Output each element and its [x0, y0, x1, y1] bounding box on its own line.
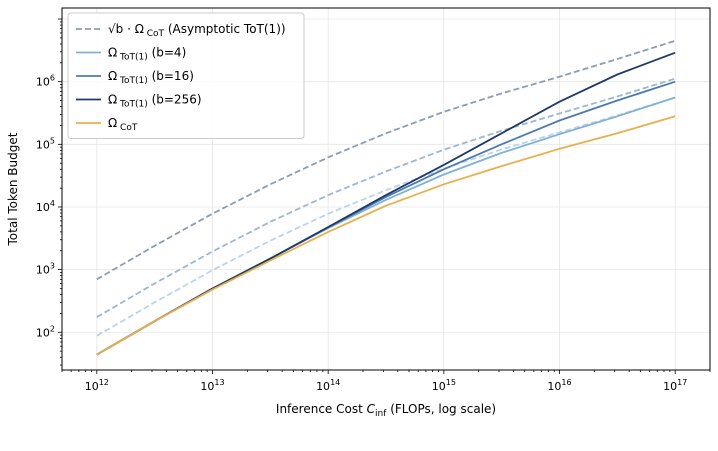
y-tick-exp: 5 [50, 136, 55, 145]
x-tick-exp: 14 [330, 378, 340, 387]
y-tick-base: 10 [36, 201, 50, 214]
x-axis-label-var: C [367, 402, 376, 416]
x-axis-label-suffix: (FLOPs, log scale) [386, 402, 496, 416]
legend-main: Ω [108, 93, 117, 107]
y-axis-label: Total Token Budget [6, 132, 20, 246]
x-tick-label: 1012 [85, 378, 109, 393]
x-tick-label: 1016 [547, 378, 571, 393]
y-tick-exp: 4 [50, 199, 55, 208]
legend-suffix: (Asymptotic ToT(1)) [164, 22, 286, 36]
y-tick-base: 10 [36, 138, 50, 151]
y-tick-label: 103 [36, 262, 55, 277]
y-tick-base: 10 [36, 76, 50, 89]
x-tick-exp: 16 [561, 378, 571, 387]
y-tick-label: 106 [36, 74, 55, 89]
plot-frame [61, 7, 711, 371]
x-tick-label: 1017 [663, 378, 687, 393]
x-axis-label: Inference Cost Cinf (FLOPs, log scale) [276, 402, 496, 419]
x-tick-label: 1013 [200, 378, 224, 393]
legend-sub: ToT(1) [117, 100, 148, 110]
legend-sub: ToT(1) [117, 53, 148, 63]
x-axis-label-sub: inf [375, 409, 387, 419]
legend-entry: Ω ToT(1) (b=16) [108, 69, 194, 86]
y-tick-label: 105 [36, 136, 55, 151]
legend-main: Ω [108, 46, 117, 60]
x-tick-label: 1014 [316, 378, 340, 393]
legend: √b · Ω CoT (Asymptotic ToT(1))Ω ToT(1) (… [67, 12, 305, 139]
legend-main: Ω [135, 22, 144, 36]
legend-main: Ω [108, 116, 117, 130]
y-tick-exp: 6 [50, 74, 55, 83]
legend-suffix: (b=256) [148, 93, 202, 107]
legend-prefix: √b · [108, 22, 135, 36]
x-tick-exp: 12 [99, 378, 109, 387]
y-tick-label: 102 [36, 324, 55, 339]
x-tick-base: 10 [432, 380, 446, 393]
legend-main: Ω [108, 69, 117, 83]
legend-entry: Ω ToT(1) (b=256) [108, 93, 202, 110]
legend-box [67, 12, 305, 139]
x-tick-base: 10 [85, 380, 99, 393]
legend-entry: √b · Ω CoT (Asymptotic ToT(1)) [108, 22, 286, 39]
series-line-1 [96, 77, 676, 318]
x-tick-base: 10 [547, 380, 561, 393]
legend-sub: CoT [117, 123, 138, 133]
legend-suffix: (b=4) [148, 46, 186, 60]
series-line-2 [96, 96, 676, 337]
y-tick-label: 104 [36, 199, 55, 214]
x-axis-label-prefix: Inference Cost [276, 402, 367, 416]
y-tick-exp: 2 [50, 324, 55, 333]
legend-entry: Ω CoT [108, 116, 138, 133]
series-line-0 [96, 39, 676, 281]
legend-suffix: (b=16) [148, 69, 194, 83]
series-line-6 [96, 115, 676, 356]
x-tick-exp: 17 [677, 378, 687, 387]
x-tick-base: 10 [663, 380, 677, 393]
legend-entry: Ω ToT(1) (b=4) [108, 46, 186, 63]
y-tick-base: 10 [36, 326, 50, 339]
y-tick-exp: 3 [50, 262, 55, 271]
x-tick-label: 1015 [432, 378, 456, 393]
x-tick-exp: 15 [446, 378, 456, 387]
legend-sub: CoT [144, 29, 165, 39]
x-tick-exp: 13 [214, 378, 224, 387]
series-layer [96, 39, 676, 356]
x-tick-base: 10 [316, 380, 330, 393]
y-tick-base: 10 [36, 264, 50, 277]
legend-sub: ToT(1) [117, 76, 148, 86]
x-tick-base: 10 [200, 380, 214, 393]
